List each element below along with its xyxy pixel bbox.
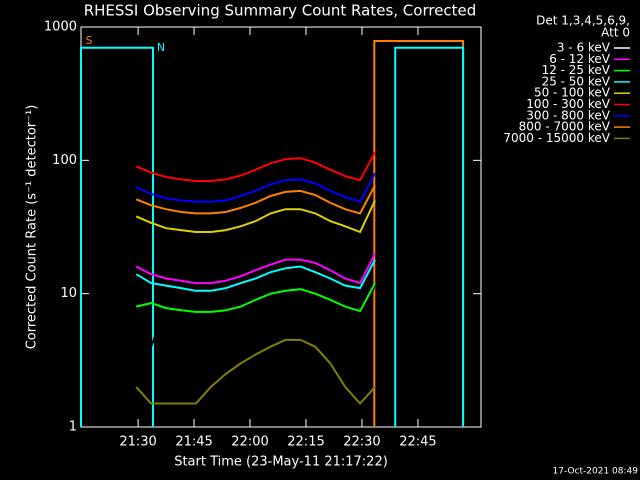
legend-label: 6 - 12 keV [549, 52, 611, 66]
timestamp: 17-Oct-2021 08:49 [553, 467, 639, 477]
flag-line [80, 46, 465, 427]
y-tick-label: 10 [60, 286, 77, 301]
x-tick-label: 21:30 [119, 435, 156, 450]
x-tick-label: 21:45 [175, 435, 212, 450]
legend-label: 300 - 800 keV [526, 108, 610, 122]
legend-title: Det 1,3,4,5,6,9, [536, 14, 630, 28]
y-tick-label: 100 [52, 153, 77, 168]
series-line [135, 259, 376, 292]
flag-label: S [86, 34, 93, 47]
y-axis-label: Corrected Count Rate (s⁻¹ detector⁻¹) [25, 105, 40, 350]
legend-label: 800 - 7000 keV [519, 120, 611, 134]
series-line [135, 338, 376, 405]
series-line [135, 282, 376, 313]
series-line [135, 253, 376, 285]
x-tick-label: 22:00 [231, 435, 268, 450]
legend-title: Att 0 [601, 26, 630, 40]
legend-label: 25 - 50 keV [542, 74, 611, 88]
series-line [135, 200, 376, 234]
flag-label: N [157, 41, 165, 54]
series-line [135, 172, 376, 203]
series-line [135, 282, 376, 349]
legend-label: 12 - 25 keV [542, 63, 611, 77]
legend-label: 100 - 300 keV [526, 97, 610, 111]
series-line [135, 151, 376, 182]
legend-label: 50 - 100 keV [534, 86, 611, 100]
legend-label: 7000 - 15000 keV [503, 131, 610, 145]
series-line [135, 184, 376, 215]
y-tick-label: 1 [69, 420, 77, 435]
plot-frame [80, 26, 482, 428]
legend-label: 3 - 6 keV [557, 41, 611, 55]
x-axis-label: Start Time (23-May-11 21:17:22) [174, 455, 388, 470]
chart-title: RHESSI Observing Summary Count Rates, Co… [84, 2, 477, 20]
flag-line [373, 40, 465, 427]
x-tick-label: 22:15 [287, 435, 324, 450]
y-tick-label: 1000 [44, 20, 77, 35]
x-tick-label: 22:30 [343, 435, 380, 450]
x-tick-label: 22:45 [399, 435, 436, 450]
